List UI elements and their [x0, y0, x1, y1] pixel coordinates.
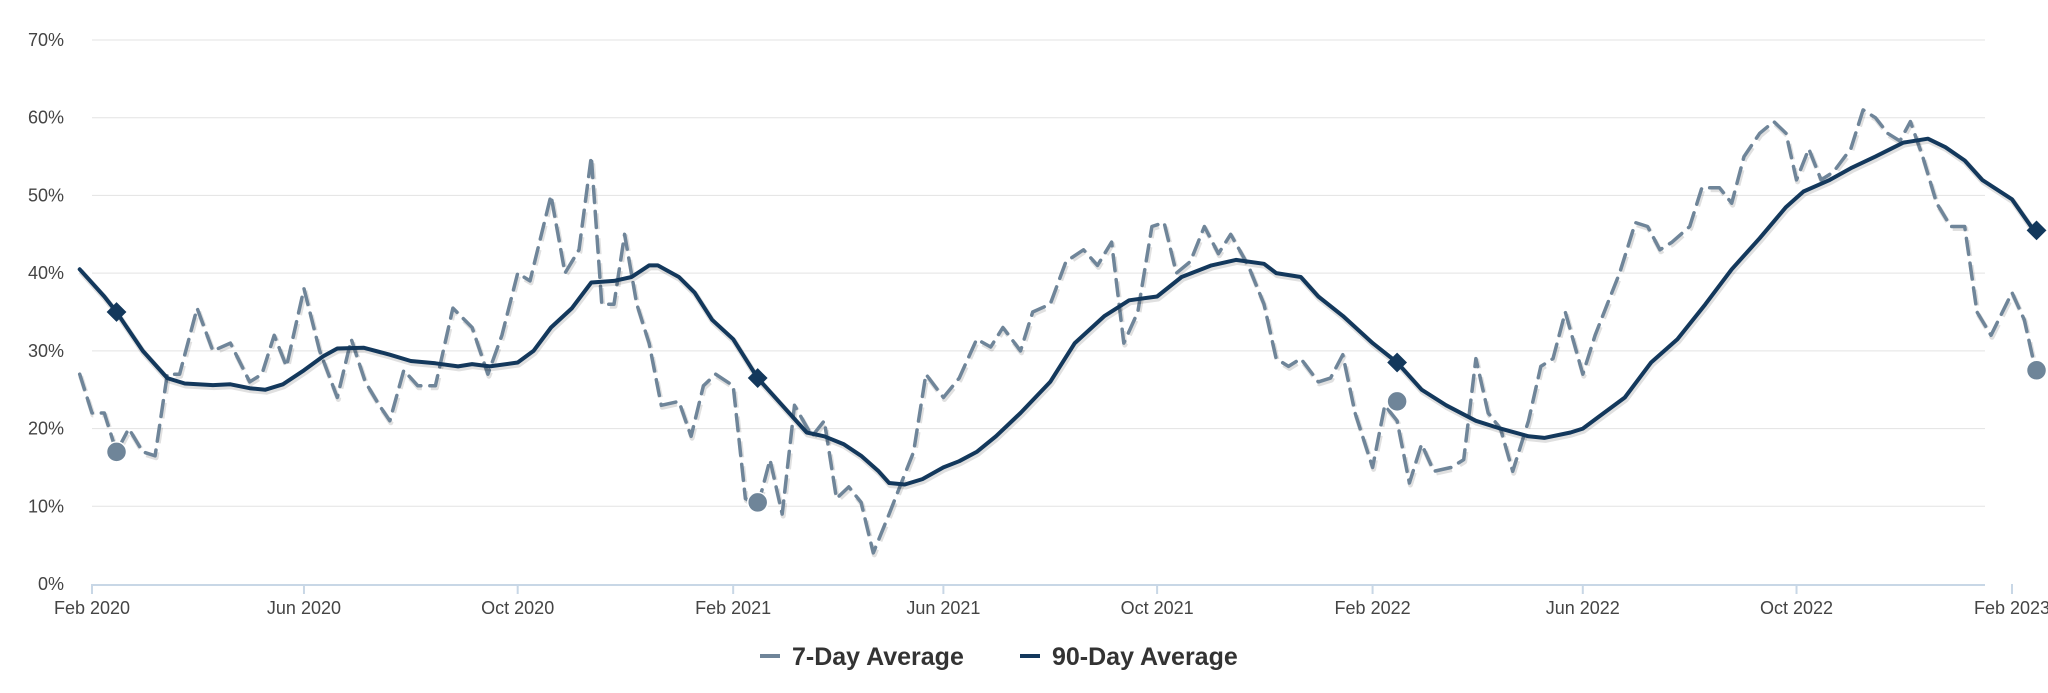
y-tick-label: 10% — [28, 496, 64, 516]
point-marker-90-day-average[interactable] — [1387, 352, 1408, 373]
x-tick-label: Oct 2022 — [1760, 598, 1833, 618]
point-marker-7-day-average[interactable] — [2025, 359, 2048, 382]
series-markers — [105, 220, 2048, 514]
legend-label: 7-Day Average — [792, 643, 964, 671]
y-axis-tick-labels: 0% 10% 20% 30% 40% 50% 60% 70% — [28, 30, 64, 594]
point-marker-7-day-average[interactable] — [1386, 390, 1408, 413]
series-shadow — [78, 137, 2040, 490]
point-marker-7-day-average[interactable] — [105, 441, 128, 463]
gridlines — [92, 39, 1985, 507]
legend-item[interactable]: 90-Day Average — [1020, 643, 1238, 671]
x-tick-label: Feb 2023 — [1974, 598, 2048, 618]
series-line-7-day-average[interactable] — [77, 108, 2039, 555]
x-tick-label: Jun 2022 — [1546, 598, 1620, 618]
y-tick-label: 0% — [38, 574, 64, 594]
x-tick-label: Jun 2021 — [906, 598, 980, 618]
x-tick-label: Jun 2020 — [267, 598, 341, 618]
x-tick-label: Oct 2020 — [481, 598, 554, 618]
legend-item[interactable]: 7-Day Average — [760, 643, 964, 671]
x-tick-label: Oct 2021 — [1121, 598, 1194, 618]
series-line-90-day-average[interactable] — [77, 136, 2039, 487]
point-marker-7-day-average[interactable] — [746, 491, 769, 514]
x-tick-label: Feb 2022 — [1335, 598, 1411, 618]
y-tick-label: 20% — [28, 419, 64, 439]
y-tick-label: 60% — [28, 108, 64, 128]
y-tick-label: 30% — [28, 341, 64, 361]
series-shadow — [78, 109, 2040, 558]
series-lines — [77, 108, 2040, 558]
point-marker-90-day-average[interactable] — [747, 368, 768, 388]
x-tick-label: Feb 2021 — [695, 598, 771, 618]
y-tick-label: 40% — [28, 263, 64, 283]
point-marker-90-day-average[interactable] — [106, 302, 127, 322]
x-tick-label: Feb 2020 — [54, 598, 130, 618]
legend-label: 90-Day Average — [1052, 643, 1238, 671]
y-tick-label: 50% — [28, 185, 64, 205]
point-marker-90-day-average[interactable] — [2026, 220, 2047, 241]
legend[interactable]: 7-Day Average 90-Day Average — [760, 643, 1238, 671]
x-axis: Feb 2020 Jun 2020 Oct 2020 Feb 2021 Jun 2021… — [54, 584, 2048, 618]
y-tick-label: 70% — [28, 30, 64, 50]
